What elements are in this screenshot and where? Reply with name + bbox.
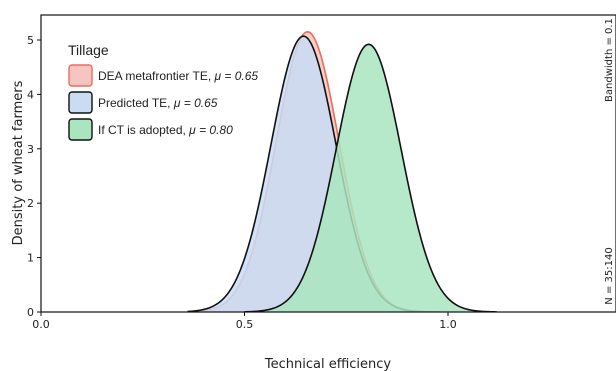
bandwidth-note: Bandwidth = 0.1 xyxy=(604,18,615,102)
density-areas xyxy=(187,31,497,312)
y-tick-label: 4 xyxy=(27,88,34,101)
y-tick-label: 3 xyxy=(27,143,34,156)
series-2-area xyxy=(187,36,440,312)
x-axis: 0.0 0.5 1.0 xyxy=(32,312,457,331)
y-axis: 0 1 2 3 4 5 xyxy=(27,34,41,319)
legend: Tillage DEA metafrontier TE, μ = 0.65 Pre… xyxy=(68,42,258,141)
legend-swatch-2 xyxy=(68,91,93,114)
series-3-line xyxy=(244,43,497,312)
x-axis-title: Technical efficiency xyxy=(264,357,392,371)
x-tick-label: 0.0 xyxy=(32,318,50,331)
x-tick-label: 1.0 xyxy=(439,318,457,331)
legend-swatch-1 xyxy=(68,64,93,87)
y-tick-label: 5 xyxy=(27,34,34,47)
plot-frame xyxy=(40,14,616,313)
legend-label-2: Predicted TE, μ = 0.65 xyxy=(98,96,218,110)
y-tick-label: 1 xyxy=(27,252,34,265)
y-tick-label: 2 xyxy=(27,197,34,210)
legend-title: Tillage xyxy=(68,42,109,58)
y-tick-label: 0 xyxy=(27,306,34,319)
legend-swatch-3 xyxy=(68,118,93,141)
y-axis-title: Density of wheat farmers xyxy=(11,80,26,245)
sample-size-note: N = 35:140 xyxy=(604,247,615,304)
series-3-area xyxy=(244,44,497,312)
legend-label-3: If CT is adopted, μ = 0.80 xyxy=(98,123,233,137)
legend-label-1: DEA metafrontier TE, μ = 0.65 xyxy=(98,69,258,83)
x-tick-label: 0.5 xyxy=(236,318,254,331)
